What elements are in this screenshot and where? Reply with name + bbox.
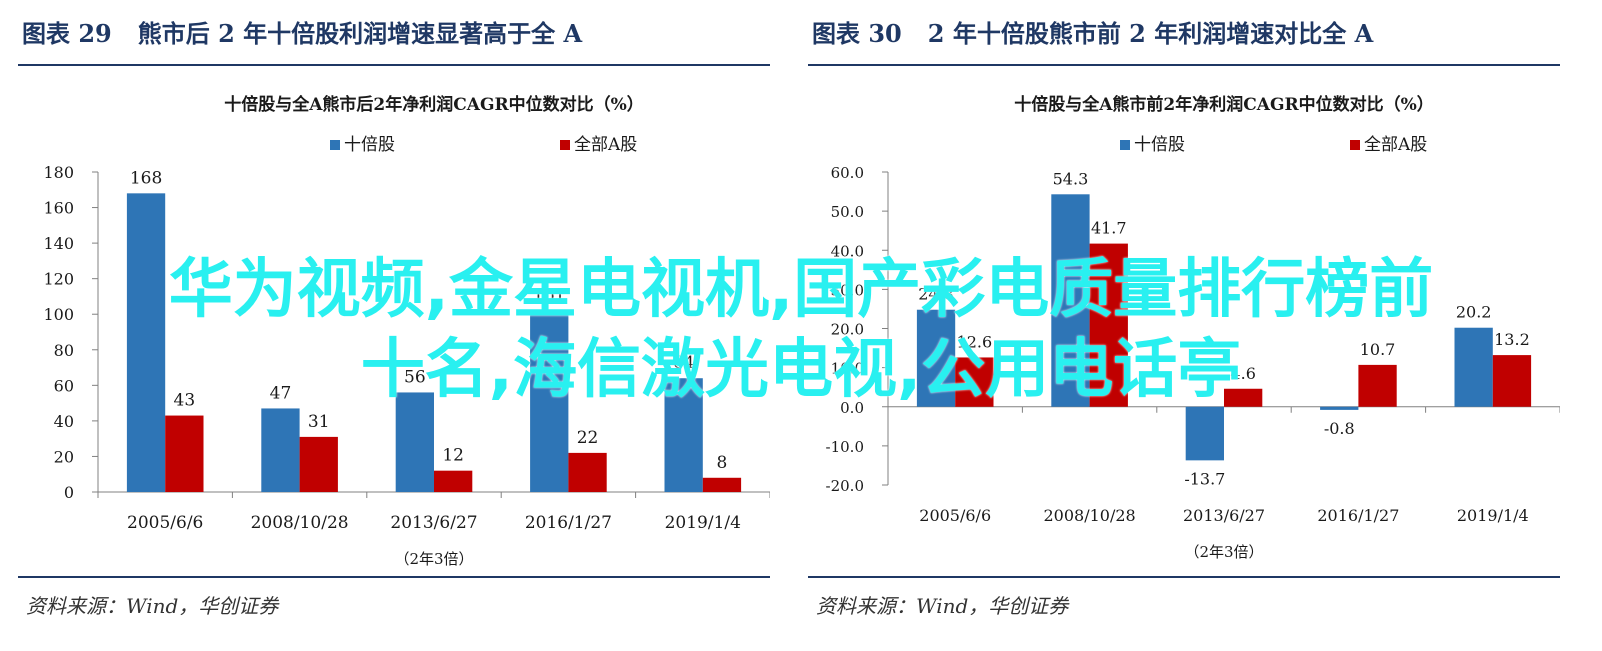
data-label: 56 — [404, 367, 426, 387]
y-tick-label: 20 — [54, 447, 74, 466]
source-note: 资料来源：Wind，华创证券 — [26, 594, 279, 618]
bar — [126, 193, 166, 492]
y-tick-label: -20.0 — [826, 477, 864, 495]
bar — [1358, 364, 1397, 407]
x-tick-label: 2008/10/28 — [251, 513, 349, 533]
chart-panel-left: 图表 29 熊市后 2 年十倍股利润增速显著高于全 A 十倍股与全A熊市后2年净利… — [18, 0, 788, 651]
y-tick-label: -10.0 — [826, 438, 864, 456]
x-tick-label: 2005/6/6 — [127, 513, 203, 533]
data-label: 54.3 — [1053, 169, 1089, 188]
legend-label: 全部A股 — [574, 135, 637, 155]
y-tick-label: 140 — [43, 234, 74, 253]
y-tick-label: 120 — [43, 270, 74, 289]
x-tick-label: 2013/6/27 — [1183, 506, 1265, 525]
legend-swatch — [1350, 140, 1360, 150]
chart-panel-right: 图表 30 2 年十倍股熊市前 2 年利润增速对比全 A 十倍股与全A熊市前2年净… — [808, 0, 1578, 651]
data-label: 31 — [308, 412, 330, 432]
figure-title: 图表 29 熊市后 2 年十倍股利润增速显著高于全 A — [22, 14, 582, 49]
x-axis-note: （2年3倍） — [1184, 543, 1263, 561]
y-tick-label: 160 — [43, 199, 74, 218]
bar — [1185, 406, 1224, 461]
legend-swatch — [560, 140, 570, 150]
figure-caption: 熊市后 2 年十倍股利润增速显著高于全 A — [137, 19, 583, 48]
data-label: 41.7 — [1091, 219, 1127, 238]
data-label: -13.7 — [1184, 469, 1225, 488]
data-label: 20.2 — [1456, 303, 1492, 322]
figure-number: 图表 29 — [22, 19, 112, 48]
bar — [1492, 355, 1532, 407]
x-tick-label: 2019/1/4 — [1457, 506, 1529, 525]
y-tick-label: 40 — [54, 412, 74, 431]
bar — [1320, 406, 1359, 410]
bar — [530, 312, 569, 492]
source-note: 资料来源：Wind，华创证券 — [816, 594, 1069, 618]
y-tick-label: 60 — [54, 376, 74, 395]
y-tick-label: 50.0 — [831, 203, 864, 221]
y-tick-label: 10.0 — [831, 360, 864, 378]
bar — [299, 436, 338, 492]
bar — [165, 415, 204, 492]
legend-label: 全部A股 — [1364, 135, 1427, 155]
data-label: 22 — [577, 428, 599, 448]
watermark-line-1: 华为视频,金星电视机,国产彩电质量排行榜前 — [168, 253, 1434, 327]
legend-label: 十倍股 — [344, 135, 395, 155]
bar — [434, 470, 473, 492]
x-tick-label: 2016/1/27 — [1317, 506, 1399, 525]
chart-title: 十倍股与全A熊市后2年净利润CAGR中位数对比（%） — [224, 94, 644, 115]
figure-number: 图表 30 — [812, 19, 902, 48]
bar — [1051, 194, 1090, 407]
x-tick-label: 2013/6/27 — [390, 513, 477, 533]
legend-swatch — [1120, 140, 1130, 150]
bar — [1454, 327, 1493, 407]
x-tick-label: 2019/1/4 — [665, 513, 741, 533]
y-tick-label: 20.0 — [831, 321, 864, 339]
bar-chart-right: 十倍股与全A熊市前2年净利润CAGR中位数对比（%） 十倍股 全部A股 -20.0 -1… — [826, 94, 1560, 561]
watermark-line-2: 十名,海信激光电视,公用电话亭 — [360, 333, 1242, 407]
data-label: 8 — [717, 453, 728, 473]
y-tick-label: 0.0 — [840, 399, 864, 417]
bar — [395, 392, 434, 492]
bar — [1089, 243, 1128, 407]
data-label: 12 — [442, 446, 464, 466]
data-label: 47 — [270, 383, 292, 403]
figure-title: 图表 30 2 年十倍股熊市前 2 年利润增速对比全 A — [812, 14, 1373, 49]
data-label: -0.8 — [1324, 419, 1355, 438]
y-tick-label: 100 — [43, 305, 74, 324]
data-label: 12.6 — [957, 332, 993, 351]
data-label: 43 — [174, 391, 196, 411]
bar — [664, 378, 703, 492]
title-rule — [18, 64, 770, 66]
legend-swatch — [330, 140, 340, 150]
x-axis-note: （2年3倍） — [394, 550, 473, 568]
bar — [568, 452, 607, 492]
bar — [955, 357, 994, 407]
y-tick-label: 60.0 — [831, 164, 864, 182]
bar — [916, 309, 956, 407]
y-tick-label: 180 — [43, 163, 74, 182]
data-label: 10.7 — [1360, 340, 1396, 359]
y-tick-label: 40.0 — [831, 242, 864, 260]
title-rule — [808, 64, 1560, 66]
x-tick-label: 2005/6/6 — [919, 506, 991, 525]
x-tick-label: 2016/1/27 — [525, 513, 612, 533]
source-rule — [808, 576, 1560, 578]
figure-caption: 2 年十倍股熊市前 2 年利润增速对比全 A — [927, 19, 1374, 48]
bar — [1224, 388, 1263, 407]
y-tick-label: 30.0 — [831, 281, 864, 299]
bar — [261, 408, 300, 492]
bar — [702, 477, 742, 492]
y-tick-label: 0 — [64, 483, 74, 502]
data-label: 24.8 — [918, 285, 954, 304]
source-rule — [18, 576, 770, 578]
data-label: 13.2 — [1494, 330, 1530, 349]
y-tick-label: 80 — [54, 341, 74, 360]
data-label: 4.6 — [1230, 364, 1255, 383]
data-label: 64 — [673, 353, 695, 373]
x-tick-label: 2008/10/28 — [1043, 506, 1135, 525]
bar-chart-left: 十倍股与全A熊市后2年净利润CAGR中位数对比（%） 十倍股 全部A股 0 20 40 60… — [43, 94, 770, 568]
data-label: 101 — [533, 287, 565, 307]
chart-title: 十倍股与全A熊市前2年净利润CAGR中位数对比（%） — [1014, 94, 1434, 115]
data-label: 168 — [130, 168, 162, 188]
legend-label: 十倍股 — [1134, 135, 1185, 155]
